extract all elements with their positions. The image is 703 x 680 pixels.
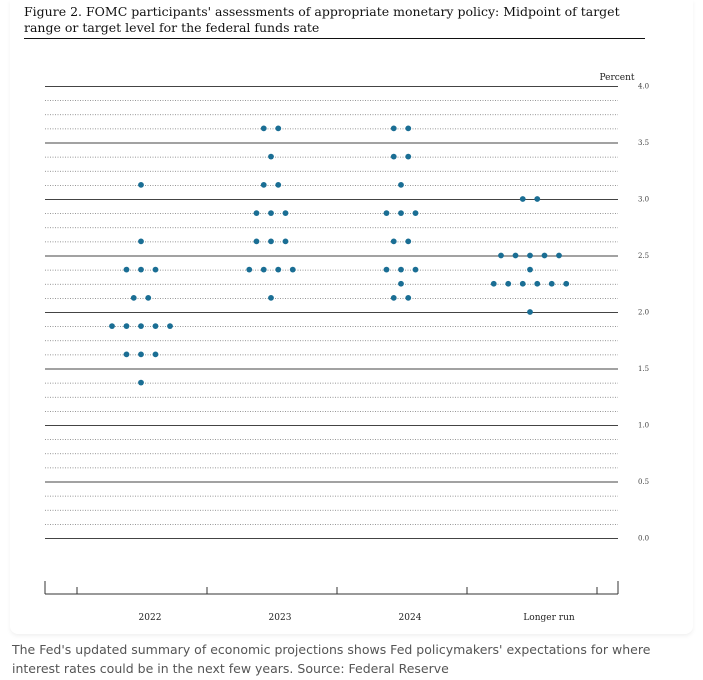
y-tick-label: 2.0 <box>638 309 649 317</box>
data-point <box>405 238 412 245</box>
data-point <box>282 238 289 245</box>
y-tick-label: 2.5 <box>638 252 649 260</box>
title-rule <box>24 38 645 39</box>
data-point <box>260 181 267 188</box>
data-point <box>398 210 404 217</box>
data-point <box>138 323 144 330</box>
data-point <box>527 252 533 259</box>
x-category-label: 2023 <box>269 613 292 623</box>
data-point <box>138 351 144 358</box>
data-point <box>490 280 497 287</box>
data-point <box>534 196 541 202</box>
y-tick-label: 1.0 <box>638 422 649 430</box>
x-category-label: 2024 <box>399 613 422 623</box>
data-point <box>145 294 152 301</box>
data-point <box>512 252 519 259</box>
data-point <box>383 210 390 217</box>
data-point <box>527 309 533 315</box>
dot-plot-chart: Percent 4.0 3.5 3.0 2.5 2.0 1.5 1.0 0.5 0.0 2022 20… <box>44 73 649 623</box>
data-point <box>556 252 562 259</box>
data-point <box>152 266 159 273</box>
data-point <box>123 266 130 273</box>
data-point <box>130 294 137 301</box>
data-point <box>138 181 144 188</box>
data-point <box>123 351 130 358</box>
data-point <box>123 323 130 330</box>
y-tick-label: 3.0 <box>638 196 649 204</box>
image-caption: The Fed's updated summary of economic pr… <box>12 642 651 676</box>
data-point <box>398 266 404 273</box>
data-point <box>282 210 289 217</box>
y-tick-label: 4.0 <box>638 83 649 91</box>
data-point <box>541 252 548 259</box>
data-point <box>138 379 144 386</box>
data-point <box>138 238 144 245</box>
data-point <box>405 125 412 132</box>
y-tick-label: 0.5 <box>638 478 649 486</box>
data-point <box>275 266 282 273</box>
data-point <box>505 280 512 287</box>
data-point <box>246 266 253 273</box>
data-point <box>390 153 397 160</box>
y-tick-label: 3.5 <box>638 139 649 147</box>
data-point <box>548 280 555 287</box>
y-tick-label: 0.0 <box>638 535 649 543</box>
data-point <box>268 153 274 160</box>
data-point <box>152 323 159 330</box>
data-point <box>253 210 260 217</box>
data-point <box>167 323 173 330</box>
data-point <box>519 196 526 202</box>
data-point <box>138 266 144 273</box>
data-point <box>519 280 526 287</box>
unit-label: Percent <box>599 73 634 83</box>
data-point <box>260 125 267 132</box>
data-point <box>563 280 570 287</box>
data-point <box>289 266 296 273</box>
data-point <box>398 280 404 287</box>
data-point <box>390 125 397 132</box>
data-point <box>390 294 397 301</box>
data-point <box>109 323 115 330</box>
data-point <box>260 266 267 273</box>
data-point <box>268 238 274 245</box>
data-point <box>498 252 504 259</box>
data-point <box>268 210 274 217</box>
data-point <box>152 351 159 358</box>
data-point <box>398 181 404 188</box>
data-point <box>412 266 419 273</box>
data-point <box>275 181 282 188</box>
data-point <box>253 238 260 245</box>
data-point <box>383 266 390 273</box>
data-point <box>527 266 533 273</box>
data-point <box>275 125 282 132</box>
data-point <box>390 238 397 245</box>
data-point <box>268 294 274 301</box>
x-category-label: Longer run <box>523 613 575 623</box>
x-category-label: 2022 <box>139 613 162 623</box>
data-point <box>405 294 412 301</box>
figure-card <box>10 0 693 634</box>
data-point <box>412 210 419 217</box>
data-point <box>405 153 412 160</box>
y-tick-label: 1.5 <box>638 365 649 373</box>
figure-title: Figure 2. FOMC participants' assessments… <box>24 4 620 35</box>
data-point <box>534 280 541 287</box>
